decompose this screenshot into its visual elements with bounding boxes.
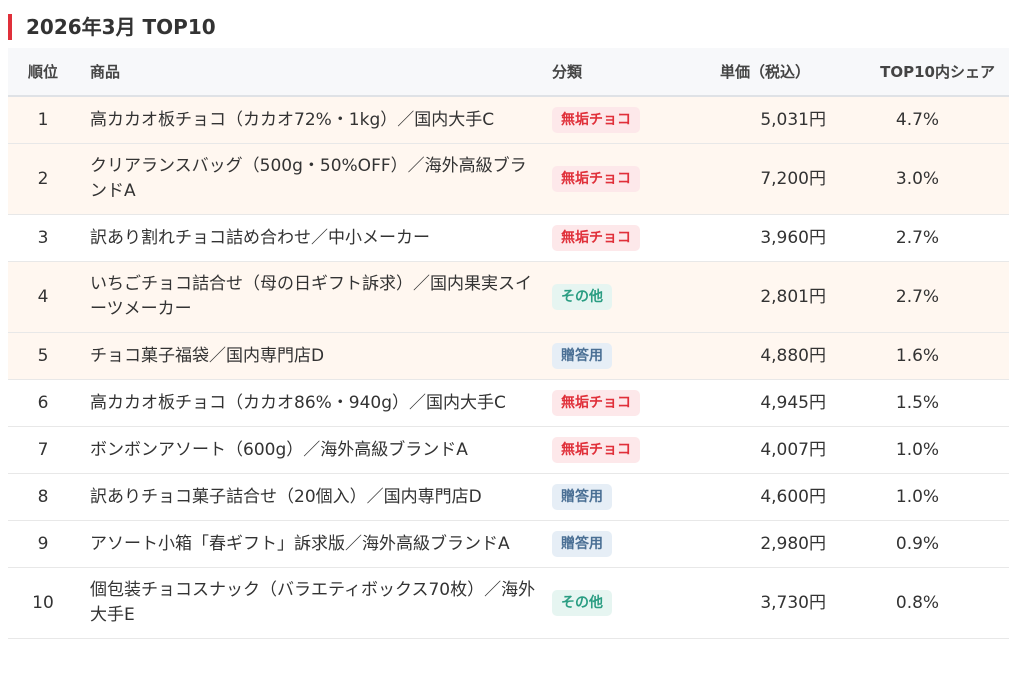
share-cell: 2.7%	[826, 261, 1009, 333]
header-product: 商品	[78, 48, 548, 97]
header-share: TOP10内シェア	[826, 48, 1009, 97]
rank-cell: 2	[8, 143, 78, 215]
header-rank: 順位	[8, 48, 78, 97]
price-cell: 2,801円	[662, 261, 826, 333]
category-cell: 無垢チョコ	[548, 143, 662, 215]
product-cell: 訳ありチョコ菓子詰合せ（20個入）／国内専門店D	[78, 473, 548, 521]
category-cell: 無垢チョコ	[548, 379, 662, 427]
category-badge: その他	[552, 590, 612, 616]
product-cell: いちごチョコ詰合せ（母の日ギフト訴求）／国内果実スイーツメーカー	[78, 261, 548, 333]
category-cell: その他	[548, 261, 662, 333]
table-header: 順位 商品 分類 単価（税込） TOP10内シェア	[8, 48, 1009, 97]
category-badge: 無垢チョコ	[552, 390, 640, 416]
category-cell: その他	[548, 567, 662, 639]
category-cell: 贈答用	[548, 520, 662, 568]
price-cell: 2,980円	[662, 520, 826, 568]
rank-cell: 6	[8, 379, 78, 427]
product-cell: クリアランスバッグ（500g・50%OFF）／海外高級ブランドA	[78, 143, 548, 215]
product-cell: 高カカオ板チョコ（カカオ72%・1kg）／国内大手C	[78, 96, 548, 144]
table-row: 10 個包装チョコスナック（バラエティボックス70枚）／海外大手E その他 3,730…	[8, 567, 1009, 639]
rank-cell: 7	[8, 426, 78, 474]
price-cell: 3,960円	[662, 214, 826, 262]
share-cell: 2.7%	[826, 214, 1009, 262]
price-cell: 3,730円	[662, 567, 826, 639]
share-cell: 1.0%	[826, 473, 1009, 521]
rank-cell: 3	[8, 214, 78, 262]
ranking-table: 順位 商品 分類 単価（税込） TOP10内シェア 1 高カカオ板チョコ（カカオ7…	[8, 48, 1009, 639]
category-cell: 無垢チョコ	[548, 426, 662, 474]
share-cell: 4.7%	[826, 96, 1009, 144]
table-row: 5 チョコ菓子福袋／国内専門店D 贈答用 4,880円 1.6%	[8, 332, 1009, 380]
category-cell: 無垢チョコ	[548, 96, 662, 144]
product-cell: 高カカオ板チョコ（カカオ86%・940g）／国内大手C	[78, 379, 548, 427]
table-row: 7 ボンボンアソート（600g）／海外高級ブランドA 無垢チョコ 4,007円 1.0%	[8, 426, 1009, 474]
category-badge: 贈答用	[552, 484, 612, 510]
share-cell: 1.0%	[826, 426, 1009, 474]
rank-cell: 5	[8, 332, 78, 380]
rank-cell: 1	[8, 96, 78, 144]
price-cell: 4,600円	[662, 473, 826, 521]
price-cell: 7,200円	[662, 143, 826, 215]
category-badge: 贈答用	[552, 531, 612, 557]
category-badge: 無垢チョコ	[552, 437, 640, 463]
product-cell: 個包装チョコスナック（バラエティボックス70枚）／海外大手E	[78, 567, 548, 639]
table-row: 2 クリアランスバッグ（500g・50%OFF）／海外高級ブランドA 無垢チョコ 7,…	[8, 143, 1009, 215]
category-badge: 無垢チョコ	[552, 107, 640, 133]
rank-cell: 9	[8, 520, 78, 568]
share-cell: 1.5%	[826, 379, 1009, 427]
table-row: 6 高カカオ板チョコ（カカオ86%・940g）／国内大手C 無垢チョコ 4,945円 1…	[8, 379, 1009, 427]
product-cell: ボンボンアソート（600g）／海外高級ブランドA	[78, 426, 548, 474]
product-cell: 訳あり割れチョコ詰め合わせ／中小メーカー	[78, 214, 548, 262]
table-body: 1 高カカオ板チョコ（カカオ72%・1kg）／国内大手C 無垢チョコ 5,031円 4.…	[8, 96, 1009, 639]
category-cell: 無垢チョコ	[548, 214, 662, 262]
table-row: 9 アソート小箱「春ギフト」訴求版／海外高級ブランドA 贈答用 2,980円 0.9%	[8, 520, 1009, 568]
rank-cell: 10	[8, 567, 78, 639]
product-cell: チョコ菓子福袋／国内専門店D	[78, 332, 548, 380]
table-row: 8 訳ありチョコ菓子詰合せ（20個入）／国内専門店D 贈答用 4,600円 1.0%	[8, 473, 1009, 521]
rank-cell: 4	[8, 261, 78, 333]
page-title: 2026年3月 TOP10	[8, 14, 216, 40]
table-row: 3 訳あり割れチョコ詰め合わせ／中小メーカー 無垢チョコ 3,960円 2.7%	[8, 214, 1009, 262]
price-cell: 5,031円	[662, 96, 826, 144]
category-cell: 贈答用	[548, 473, 662, 521]
table-row: 1 高カカオ板チョコ（カカオ72%・1kg）／国内大手C 無垢チョコ 5,031円 4.…	[8, 96, 1009, 144]
header-category: 分類	[548, 48, 662, 97]
header-price: 単価（税込）	[662, 48, 826, 97]
category-cell: 贈答用	[548, 332, 662, 380]
category-badge: その他	[552, 284, 612, 310]
category-badge: 贈答用	[552, 343, 612, 369]
share-cell: 0.8%	[826, 567, 1009, 639]
price-cell: 4,007円	[662, 426, 826, 474]
rank-cell: 8	[8, 473, 78, 521]
share-cell: 1.6%	[826, 332, 1009, 380]
category-badge: 無垢チョコ	[552, 225, 640, 251]
table-row: 4 いちごチョコ詰合せ（母の日ギフト訴求）／国内果実スイーツメーカー その他 2,80…	[8, 261, 1009, 333]
product-cell: アソート小箱「春ギフト」訴求版／海外高級ブランドA	[78, 520, 548, 568]
price-cell: 4,880円	[662, 332, 826, 380]
share-cell: 0.9%	[826, 520, 1009, 568]
category-badge: 無垢チョコ	[552, 166, 640, 192]
price-cell: 4,945円	[662, 379, 826, 427]
share-cell: 3.0%	[826, 143, 1009, 215]
